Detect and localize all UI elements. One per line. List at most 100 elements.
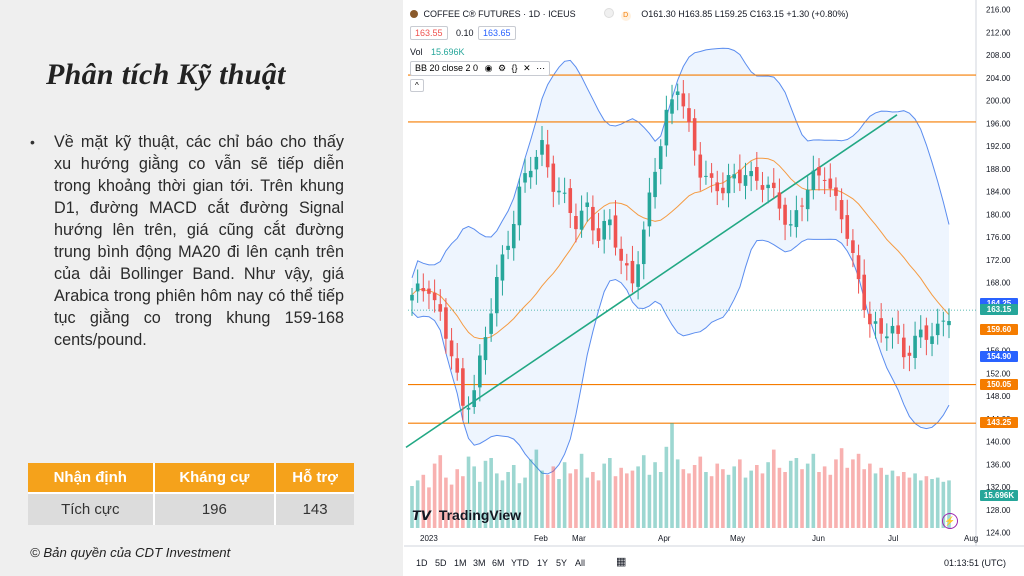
copyright-text: © Bản quyền của CDT Investment [30, 545, 231, 560]
price-axis-label: 154.90 [980, 350, 1018, 362]
candle-body [630, 260, 635, 284]
settings-icon[interactable]: ⚙ [497, 63, 507, 73]
price-tick-label: 148.00 [986, 392, 1011, 401]
price-axis-label: 143.25 [980, 417, 1018, 429]
candle-body [500, 254, 505, 281]
price-tick-label: 172.00 [986, 256, 1011, 265]
volume-bar [760, 473, 765, 528]
candle-body [704, 175, 708, 177]
volume-bar [800, 469, 804, 528]
more-icon[interactable]: ⋯ [536, 63, 546, 73]
candle-body [715, 182, 720, 192]
volume-bar [901, 472, 906, 528]
indicator-legend[interactable]: BB 20 close 2 0 ◉ ⚙ {} ✕ ⋯ [410, 61, 551, 76]
candle-body [658, 146, 663, 170]
candle-body [743, 175, 748, 186]
candle-body [562, 192, 567, 194]
volume-bar [755, 465, 759, 528]
candle-body [749, 171, 753, 177]
volume-bar [630, 470, 635, 528]
table-header: Hỗ trợ [275, 463, 354, 493]
volume-bar [461, 476, 465, 528]
volume-value: 15.696K [431, 47, 465, 57]
volume-bar [670, 423, 674, 528]
candle-body [709, 173, 714, 178]
lightning-icon[interactable]: ⚡ [942, 513, 958, 529]
range-button-3m[interactable]: 3M [473, 558, 486, 568]
volume-bar [862, 469, 867, 528]
candle-body [511, 223, 516, 249]
volume-bar [540, 470, 544, 528]
candle-body [636, 264, 640, 287]
delayed-badge-icon: D [620, 11, 631, 21]
close-icon[interactable]: ✕ [523, 63, 531, 73]
range-button-1y[interactable]: 1Y [537, 558, 549, 568]
volume-bar [907, 477, 912, 528]
sell-price-button[interactable]: 163.55 [410, 26, 448, 40]
volume-bar [873, 473, 878, 528]
clock-text[interactable]: 01:13:51 (UTC) [944, 558, 1007, 568]
volume-bar [432, 463, 437, 528]
candle-body [421, 288, 426, 292]
candle-body [732, 174, 736, 179]
volume-bar [641, 455, 646, 528]
candle-body [811, 170, 816, 190]
candle-body [913, 335, 917, 358]
candle-body [930, 336, 934, 344]
volume-bar [721, 469, 725, 528]
candle-body [698, 154, 703, 178]
candle-body [941, 320, 946, 322]
candle-body [755, 167, 759, 181]
volume-bar [568, 473, 573, 528]
eye-icon[interactable]: ◉ [484, 63, 493, 73]
price-tick-label: 152.00 [986, 369, 1011, 378]
candle-body [647, 192, 652, 227]
range-button-1d[interactable]: 1D [416, 558, 428, 568]
candle-body [738, 169, 742, 184]
volume-bar [658, 472, 663, 528]
symbol-title[interactable]: COFFEE C® FUTURES · 1D · ICEUS [423, 9, 576, 19]
candle-body [670, 99, 674, 114]
volume-bar [885, 474, 889, 528]
candle-body [947, 321, 951, 326]
analysis-paragraph: Về mặt kỹ thuật, các chỉ báo cho thấy xu… [54, 133, 344, 349]
price-chart[interactable]: 124.00128.00132.00136.00140.00144.00148.… [404, 0, 1024, 576]
volume-label: Vol [410, 47, 423, 57]
table-cell: 196 [153, 492, 277, 525]
volume-bar [653, 462, 657, 528]
buy-price-button[interactable]: 163.65 [478, 26, 516, 40]
indicator-label: BB 20 close 2 0 [415, 63, 479, 73]
range-button-5y[interactable]: 5Y [556, 558, 568, 568]
ohlc-values: O161.30 H163.85 L159.25 C163.15 +1.30 (+… [641, 9, 849, 19]
candle-body [489, 313, 493, 334]
range-button-5d[interactable]: 5D [435, 558, 447, 568]
volume-bar [856, 453, 861, 528]
candle-body [924, 325, 929, 340]
volume-bar [766, 462, 770, 528]
volume-legend: Vol 15.696K [410, 47, 465, 57]
candle-body [664, 109, 669, 146]
slide-left-panel: Phân tích Kỹ thuật • Về mặt kỹ thuật, cá… [0, 0, 403, 576]
candle-body [777, 192, 782, 209]
tradingview-logo-icon: 𝙏𝙑 [412, 508, 431, 523]
chart-canvas[interactable]: 124.00128.00132.00136.00140.00144.00148.… [404, 0, 1024, 576]
range-button-1m[interactable]: 1M [454, 558, 467, 568]
summary-table: Nhận định Kháng cự Hỗ trợ Tích cực 196 1… [28, 463, 354, 525]
range-button-ytd[interactable]: YTD [511, 558, 529, 568]
volume-bar [777, 467, 782, 528]
range-button-6m[interactable]: 6M [492, 558, 505, 568]
tradingview-watermark[interactable]: 𝙏𝙑 TradingView [412, 507, 521, 524]
volume-bar [455, 469, 460, 528]
collapse-legend-button[interactable]: ^ [410, 79, 424, 92]
calendar-icon[interactable]: ▦ [616, 556, 627, 568]
bollinger-lower-line [411, 238, 950, 475]
candle-body [444, 307, 448, 339]
price-axis-label: 159.60 [980, 324, 1018, 336]
symbol-row[interactable]: COFFEE C® FUTURES · 1D · ICEUS D O161.30… [410, 8, 848, 21]
price-axis-label: 15.696K [980, 490, 1018, 502]
range-button-all[interactable]: All [575, 558, 586, 568]
price-axis-label: 164.25 [980, 297, 1018, 309]
candle-body [771, 182, 776, 189]
source-code-icon[interactable]: {} [511, 63, 518, 73]
volume-bar [528, 459, 533, 528]
